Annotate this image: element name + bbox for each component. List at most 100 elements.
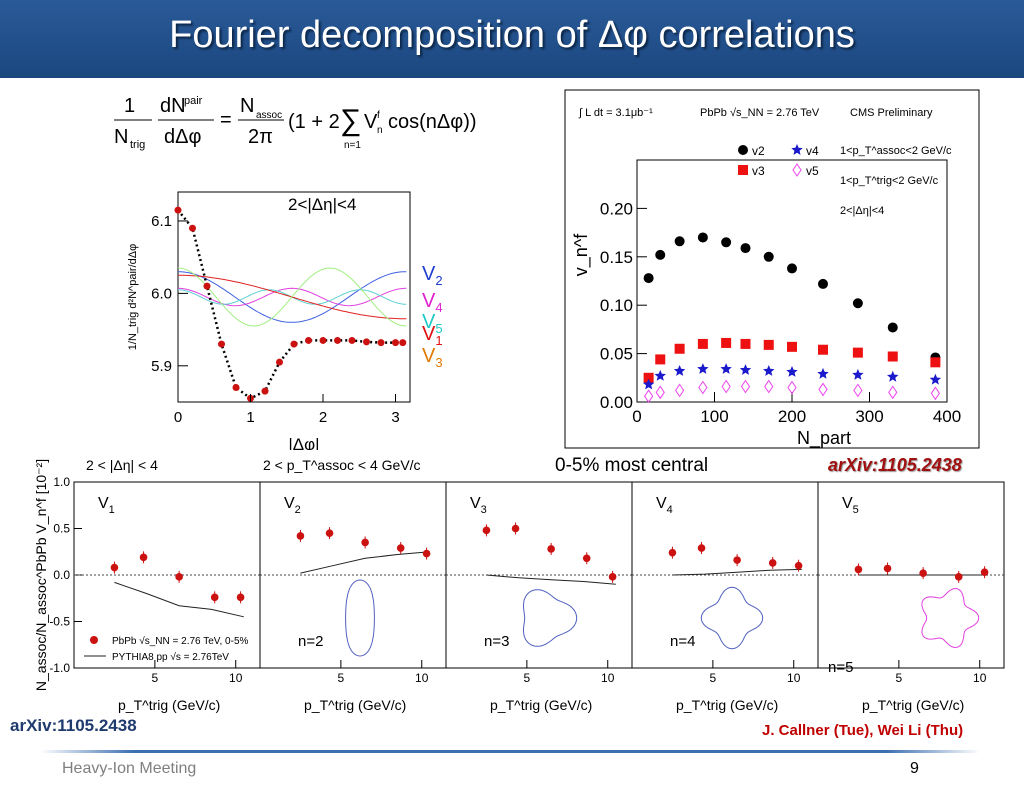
- c1-ytick-label: 6.0: [151, 285, 172, 302]
- point-v5: [764, 379, 774, 394]
- point-v3: [763, 339, 774, 350]
- point-v4: [817, 367, 829, 379]
- slide-title: Fourier decomposition of Δφ correlations: [169, 14, 855, 56]
- point-v2: [787, 263, 797, 274]
- point-v4: [852, 368, 864, 380]
- c3-ylabel: N_assoc/N_assoc^PbPb V_n^f [10⁻²]: [33, 459, 49, 691]
- svg-text:V: V: [364, 111, 378, 133]
- correlation-point: [399, 339, 407, 347]
- svg-text:dΔφ: dΔφ: [164, 126, 201, 148]
- point-v2: [643, 273, 654, 284]
- correlation-point: [363, 338, 370, 346]
- c3-data-point: [697, 544, 706, 552]
- c2-ytick-label: 0.00: [600, 393, 633, 412]
- svg-text:1: 1: [124, 95, 135, 117]
- arxiv-reference-left: arXiv:1105.2438: [10, 716, 137, 735]
- c3-xtick-label: 5: [896, 671, 903, 685]
- page-number: 9: [910, 760, 919, 777]
- c1-xtick-label: 2: [319, 409, 327, 426]
- harmonic-curve-2: [178, 271, 407, 323]
- point-v4: [697, 363, 709, 374]
- c3-xtick-label: 5: [524, 671, 531, 685]
- correlation-point: [377, 339, 385, 347]
- vn-vs-npart-chart: ∫ L dt = 3.1μb⁻¹ PbPb √s_NN = 2.76 TeV CMS…: [564, 89, 980, 449]
- c3-data-point: [361, 538, 369, 547]
- point-v3: [740, 338, 751, 349]
- fourier-fit-curve: [177, 209, 403, 400]
- svg-text:trig: trig: [130, 139, 145, 151]
- c3-xtick-label: 5: [152, 671, 159, 685]
- c3-data-point: [396, 544, 405, 552]
- svg-text:n: n: [377, 125, 383, 136]
- c3-harmonic-shape-2: [345, 579, 375, 657]
- c2-ytick-label: 0.20: [600, 199, 633, 218]
- c3-n-label-5: n=5: [828, 659, 853, 676]
- legend-label-v2: v2: [752, 144, 765, 158]
- c3-header-pt: 2 < p_T^assoc < 4 GeV/c: [263, 457, 421, 473]
- point-v4: [929, 373, 942, 385]
- legend-marker-v3: [738, 165, 748, 175]
- correlation-point: [276, 358, 283, 366]
- c2-energy: PbPb √s_NN = 2.76 TeV: [700, 107, 820, 119]
- c3-data-point: [854, 565, 863, 574]
- c3-xtick-label: 10: [973, 671, 987, 685]
- point-v2: [887, 322, 898, 333]
- harmonic-label-v5: V5: [422, 311, 443, 336]
- centrality-label: 0-5% most central: [555, 455, 709, 476]
- c3-data-point: [608, 573, 617, 581]
- point-v5: [787, 380, 797, 395]
- correlation-point: [319, 336, 327, 344]
- harmonic-curve-3: [177, 267, 407, 327]
- point-v2: [655, 249, 666, 260]
- point-v2: [763, 251, 774, 262]
- point-v4: [739, 364, 752, 375]
- correlation-point: [189, 224, 196, 232]
- c3-ytick-label: -0.5: [49, 615, 70, 629]
- c3-data-point: [733, 556, 741, 564]
- c3-legend-pythia: PYTHIA8 pp √s = 2.76TeV: [112, 651, 229, 663]
- c3-data-point: [668, 548, 677, 557]
- c3-xtick-label: 5: [338, 671, 345, 685]
- legend-marker-v5: [792, 163, 802, 177]
- c3-xtick-label: 10: [787, 671, 801, 685]
- c3-data-point: [139, 553, 148, 562]
- c3-data-point: [980, 568, 989, 577]
- c3-n-label-4: n=4: [670, 633, 695, 650]
- c3-ytick-label: -1.0: [49, 661, 70, 675]
- point-v5: [721, 379, 731, 394]
- c3-data-point: [236, 593, 245, 602]
- c1-xlabel: |Δφ|: [288, 435, 319, 450]
- svg-text:dN: dN: [160, 95, 186, 117]
- c3-data-point: [482, 526, 491, 535]
- point-v3: [674, 343, 685, 354]
- point-v3: [697, 338, 708, 349]
- c2-xtick-label: 400: [933, 407, 961, 426]
- c2-cms-label: CMS Preliminary: [850, 107, 933, 119]
- c3-xtick-label: 5: [710, 671, 717, 685]
- point-v3: [887, 351, 898, 362]
- point-v5: [818, 382, 828, 397]
- c2-ytick-label: 0.15: [600, 248, 633, 267]
- point-v4: [673, 365, 686, 376]
- correlation-point: [392, 339, 399, 347]
- legend-label-v3: v3: [752, 164, 765, 178]
- correlation-point: [334, 336, 341, 344]
- point-v3: [818, 344, 828, 355]
- harmonic-label-v1: V1: [422, 323, 443, 348]
- footer-meeting-name: Heavy-Ion Meeting: [62, 760, 197, 777]
- point-v5: [740, 379, 751, 394]
- point-v2: [852, 298, 863, 309]
- c3-data-point: [296, 532, 305, 540]
- svg-text:∑: ∑: [340, 104, 361, 137]
- c2-xtick-label: 300: [855, 407, 883, 426]
- c3-data-point: [582, 554, 591, 563]
- c3-data-point: [794, 561, 803, 570]
- c3-harmonic-shape-3: [523, 589, 578, 647]
- harmonic-label-v2: V2: [422, 263, 443, 288]
- svg-text:=: =: [220, 109, 232, 131]
- point-v2: [740, 243, 751, 254]
- c3-xtick-label: 10: [415, 671, 429, 685]
- c3-ytick-label: 1.0: [53, 475, 70, 489]
- correlation-point: [305, 336, 312, 344]
